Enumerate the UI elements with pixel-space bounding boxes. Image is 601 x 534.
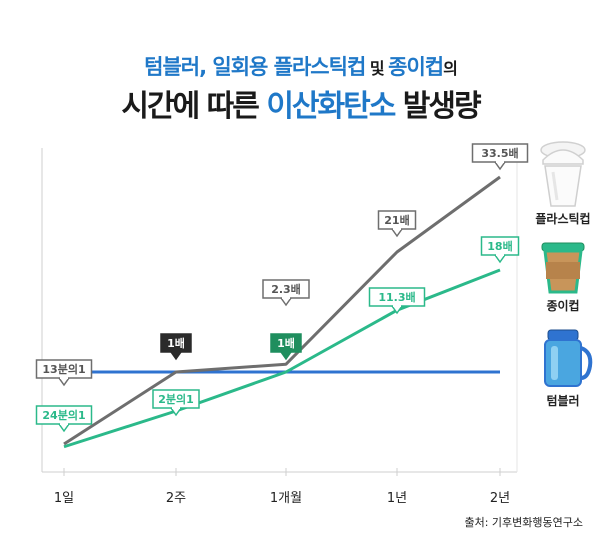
plastic-shine — [551, 171, 559, 201]
callout-gap — [60, 376, 68, 379]
legend-label-tumbler: 텀블러 — [546, 394, 580, 408]
title-part-of: 의 — [443, 59, 458, 78]
callout-gap — [282, 296, 290, 299]
series-line-plastic — [63, 175, 501, 446]
series-line-paper — [63, 268, 501, 449]
callout-pointer — [280, 351, 292, 361]
tumbler-shine — [551, 346, 558, 380]
data-label: 2.3배 — [271, 282, 301, 296]
callout-pointer — [58, 423, 70, 433]
data-label: 1배 — [167, 336, 185, 350]
callout-pointer — [58, 377, 70, 387]
title-part-time: 시간에 따른 — [121, 89, 267, 124]
callout-gap — [496, 160, 504, 163]
data-label-plastic-1y: 21배 — [377, 210, 417, 238]
callout-pointer — [170, 351, 182, 361]
data-label: 33.5배 — [481, 146, 518, 160]
paper-sleeve — [546, 262, 580, 279]
x-tick-label: 1개월 — [270, 491, 302, 506]
title-part-and: 및 — [365, 59, 389, 78]
data-label: 18배 — [487, 239, 512, 253]
data-label-paper-1d: 24분의1 — [35, 405, 93, 433]
data-label-paper-2y: 18배 — [480, 236, 520, 264]
data-label-paper-1m: 1배 — [270, 333, 302, 361]
callout-gap — [393, 227, 401, 230]
data-label-plastic-1d: 13분의1 — [35, 359, 93, 387]
tumbler-handle — [580, 346, 593, 380]
plastic-body — [544, 165, 582, 207]
callout-gap — [172, 406, 180, 409]
data-label: 21배 — [384, 213, 409, 227]
plastic-dome — [542, 149, 584, 165]
title-part-co2: 이산화탄소 — [266, 89, 396, 124]
x-tick-label: 1일 — [54, 491, 74, 506]
title-line-1: 텀블러, 일회용 플라스틱컵 및 종이컵의 — [0, 54, 601, 82]
plastic-cup-icon — [540, 141, 586, 207]
title-part-cups: 텀블러, 일회용 플라스틱컵 — [144, 55, 366, 79]
data-label-paper-2w: 2분의1 — [152, 389, 200, 417]
data-label: 1배 — [277, 336, 295, 350]
legend-label-plastic: 플라스틱컵 — [535, 212, 591, 226]
data-label: 11.3배 — [378, 290, 415, 304]
data-label-plastic-2w: 1배 — [160, 333, 192, 361]
callout-gap — [172, 350, 180, 353]
data-label-plastic-2y: 33.5배 — [471, 143, 529, 171]
tumbler-body — [544, 339, 582, 387]
callout-gap — [282, 350, 290, 353]
callout-pointer — [391, 305, 403, 315]
callout-gap — [496, 253, 504, 256]
source-note: 출처: 기후변화행동연구소 — [464, 516, 583, 529]
data-label: 2분의1 — [158, 392, 194, 406]
data-label: 13분의1 — [42, 362, 85, 376]
title-line-2: 시간에 따른 이산화탄소 발생량 — [0, 88, 601, 126]
x-tick-label: 1년 — [387, 491, 407, 506]
data-label-plastic-1m: 2.3배 — [262, 279, 310, 307]
tumbler-icon — [544, 329, 593, 387]
x-tick-label: 2주 — [166, 491, 186, 506]
tumbler-lid — [547, 329, 579, 341]
data-label: 24분의1 — [42, 408, 85, 422]
callout-pointer — [494, 161, 506, 171]
legend-label-paper: 종이컵 — [546, 299, 580, 313]
callout-pointer — [494, 254, 506, 264]
callout-pointer — [170, 407, 182, 417]
title-part-amount: 발생량 — [394, 89, 482, 124]
callout-pointer — [280, 297, 292, 307]
data-label-paper-1y: 11.3배 — [368, 287, 426, 315]
x-tick-label: 2년 — [490, 491, 510, 506]
callout-pointer — [391, 228, 403, 238]
paper-cup-icon — [541, 242, 585, 294]
callout-gap — [60, 422, 68, 425]
title-part-paper: 종이컵 — [388, 55, 444, 79]
callout-gap — [393, 304, 401, 307]
